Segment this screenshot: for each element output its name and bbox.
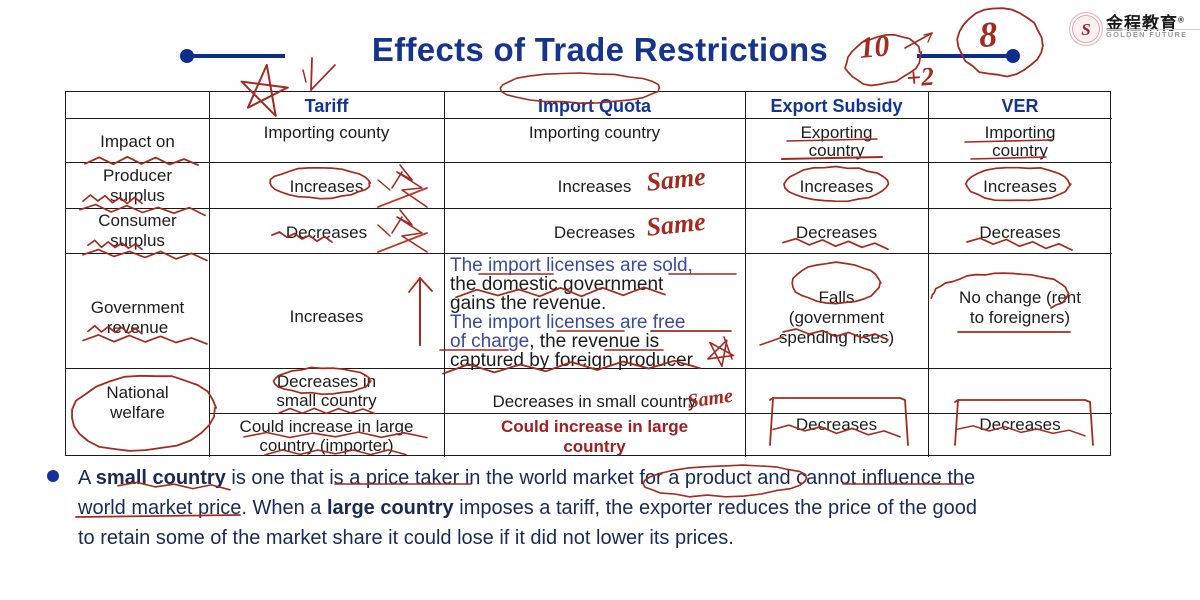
svg-text:S: S bbox=[1081, 20, 1090, 39]
